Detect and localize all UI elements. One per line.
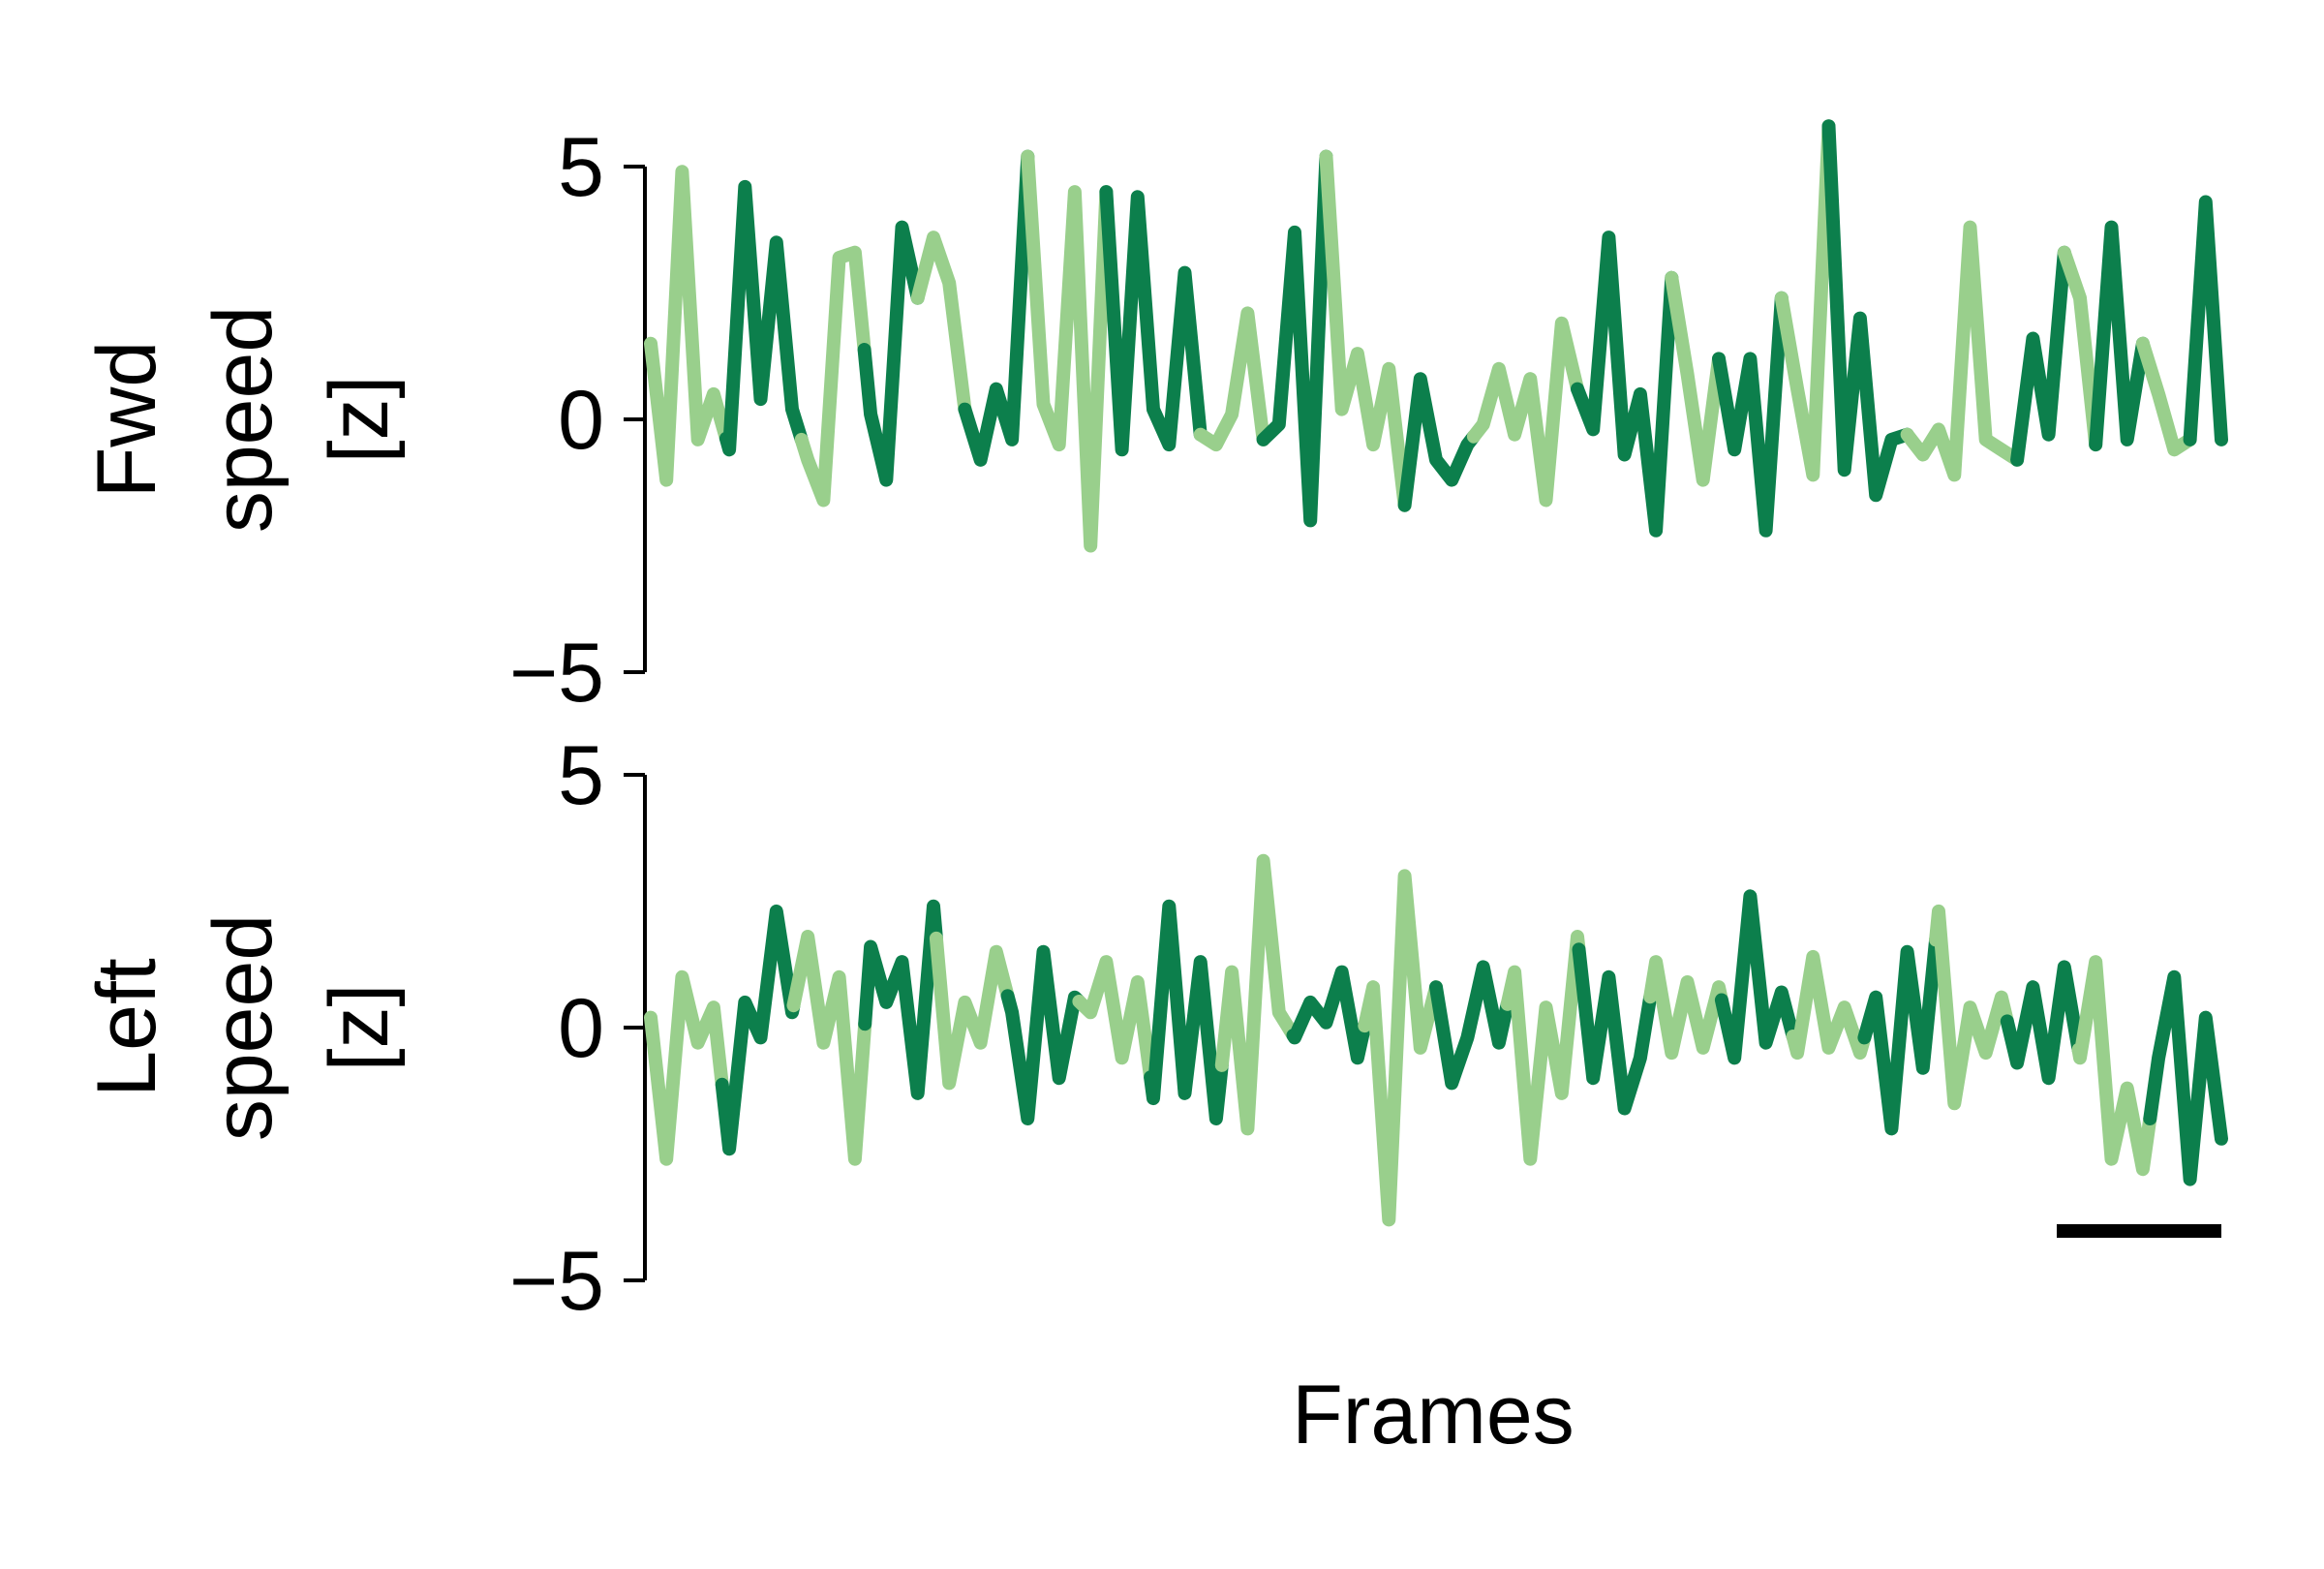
trace-segment-state-a [910, 231, 972, 416]
trace-segment-state-a [1193, 306, 1270, 452]
trace-segment-state-a [644, 969, 729, 1166]
trace-segment-state-a [1900, 220, 2025, 482]
trace-segment-state-a [1929, 904, 2014, 1111]
trace-segment-state-b [2000, 960, 2086, 1086]
y-axis-label-line: speed [197, 914, 290, 1141]
y-tick-label: 5 [558, 729, 604, 822]
y-axis-label-line: Left [80, 958, 173, 1097]
trace-segment-state-b [719, 179, 809, 457]
trace-segment-state-a [1786, 949, 1872, 1061]
trace-segment-state-a [786, 930, 872, 1166]
x-axis-label: Frames [1292, 1369, 1574, 1461]
trace-segment-state-a [2135, 336, 2197, 457]
trace-segment-state-b [1572, 942, 1658, 1116]
y-axis-label-line: speed [197, 306, 290, 533]
y-tick-label: 5 [558, 121, 604, 214]
y-axis-label-line: [z] [313, 984, 406, 1072]
trace-segment-state-a [2071, 955, 2157, 1177]
trace-segment-state-a [2057, 245, 2103, 452]
trace-segment-state-b [1712, 291, 1789, 538]
trace-segment-state-a [1319, 149, 1412, 512]
trace-segment-state-a [1466, 316, 1584, 508]
y-axis-label-line: Fwd [80, 341, 173, 498]
y-tick-label: −5 [509, 627, 604, 720]
trace-segment-state-a [1214, 853, 1300, 1136]
trace-segment-state-b [1571, 231, 1679, 538]
trace-segment-state-b [2183, 195, 2228, 446]
y-tick-label: −5 [509, 1235, 604, 1328]
trace-segment-state-b [1144, 899, 1229, 1125]
y-tick-label: 0 [558, 982, 604, 1075]
left-speed-panel: −5 0 5 Left speed [z] [80, 729, 2228, 1328]
trace-segment-state-b [2143, 969, 2228, 1186]
fwd-speed-panel: −5 0 5 Fwd speed [z] [80, 119, 2228, 720]
trace-segment-state-a [1358, 869, 1443, 1227]
trace-segment-state-a [929, 931, 1015, 1091]
trace-segment-state-b [857, 220, 925, 487]
y-tick-label: 0 [558, 374, 604, 467]
trace-segment-state-b [1714, 889, 1800, 1065]
trace-segment-state-a [1643, 955, 1728, 1061]
trace-segment-state-b [1099, 185, 1208, 457]
trace-segment-state-a [1665, 270, 1726, 487]
trace-segment-state-b [1397, 372, 1481, 512]
trace-segment-state-b [1000, 944, 1086, 1125]
trace-segment-state-a [1072, 955, 1158, 1085]
trace-segment-state-b [858, 899, 943, 1100]
trace-segment-state-b [1256, 149, 1333, 528]
trace-segment-state-b [1857, 933, 1943, 1136]
trace-segment-state-b [958, 149, 1035, 467]
trace-segment-state-a [644, 165, 733, 487]
trace-segment-state-a [1500, 930, 1586, 1166]
trace-segment-state-b [1429, 960, 1514, 1091]
y-axis-label-line: [z] [313, 376, 406, 464]
trace-segment-state-b [2010, 245, 2071, 467]
trace-segment-state-b [1821, 119, 1914, 503]
trace-segment-state-a [1774, 119, 1836, 482]
trace-segment-state-a [1021, 149, 1114, 553]
trace-segment-state-a [794, 245, 872, 508]
trace-segment-state-b [2089, 220, 2150, 452]
trace-segment-state-b [715, 904, 801, 1156]
trace-segment-state-b [1286, 965, 1372, 1065]
